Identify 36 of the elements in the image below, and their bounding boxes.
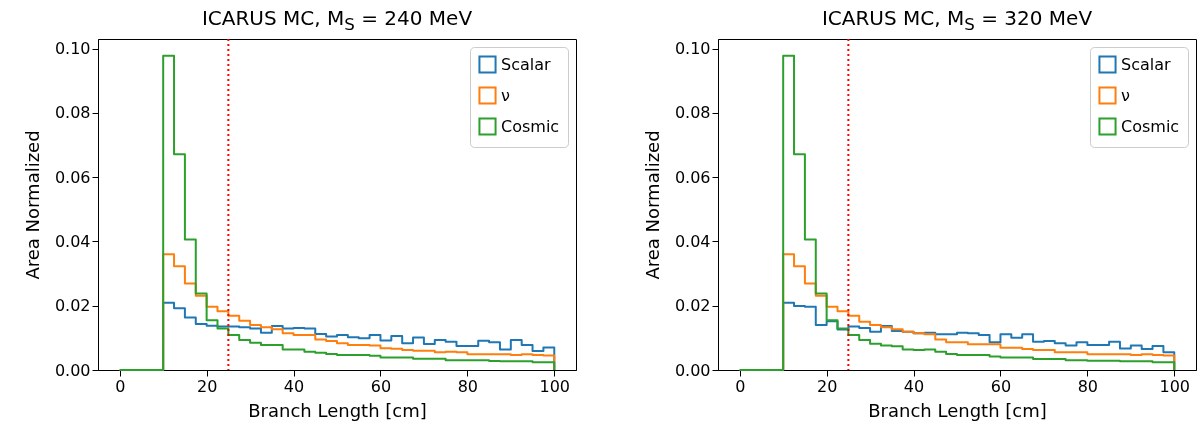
chart-title: ICARUS MC, M$_{S}$ = 320 MeV xyxy=(820,6,1094,34)
y-tick-label: 0.02 xyxy=(54,296,91,316)
y-tick-label: 0.00 xyxy=(674,360,711,380)
x-tick-label: 60 xyxy=(370,376,392,396)
y-tick-label: 0.00 xyxy=(54,360,91,380)
chart-title: ICARUS MC, M$_{S}$ = 240 MeV xyxy=(200,6,474,34)
x-tick-label: 100 xyxy=(1159,376,1191,396)
legend-label: Scalar xyxy=(1121,54,1172,74)
legend-label: Cosmic xyxy=(501,116,560,136)
legend-label: Scalar xyxy=(501,54,552,74)
y-tick-label: 0.08 xyxy=(54,103,91,123)
y-axis-title: Area Normalized xyxy=(21,130,43,280)
y-tick-label: 0.04 xyxy=(674,231,711,251)
legend-label: ν xyxy=(1121,85,1130,105)
y-tick-label: 0.04 xyxy=(54,231,91,251)
legend-label: ν xyxy=(501,85,510,105)
legend-label: Cosmic xyxy=(1121,116,1180,136)
x-axis-title: Branch Length [cm] xyxy=(248,399,427,421)
x-tick-label: 80 xyxy=(1077,376,1099,396)
x-tick-label: 60 xyxy=(990,376,1012,396)
x-axis-title: Branch Length [cm] xyxy=(868,399,1047,421)
y-axis-title: Area Normalized xyxy=(641,130,663,280)
x-tick-label: 20 xyxy=(196,376,218,396)
y-tick-label: 0.06 xyxy=(54,167,91,187)
y-tick-label: 0.08 xyxy=(674,103,711,123)
x-tick-label: 40 xyxy=(283,376,305,396)
x-tick-label: 20 xyxy=(816,376,838,396)
x-tick-label: 80 xyxy=(457,376,479,396)
x-tick-label: 0 xyxy=(735,376,746,396)
y-tick-label: 0.10 xyxy=(674,39,711,59)
y-tick-label: 0.10 xyxy=(54,39,91,59)
y-tick-label: 0.02 xyxy=(674,296,711,316)
x-tick-label: 0 xyxy=(115,376,126,396)
y-tick-label: 0.06 xyxy=(674,167,711,187)
x-tick-label: 100 xyxy=(539,376,571,396)
x-tick-label: 40 xyxy=(903,376,925,396)
